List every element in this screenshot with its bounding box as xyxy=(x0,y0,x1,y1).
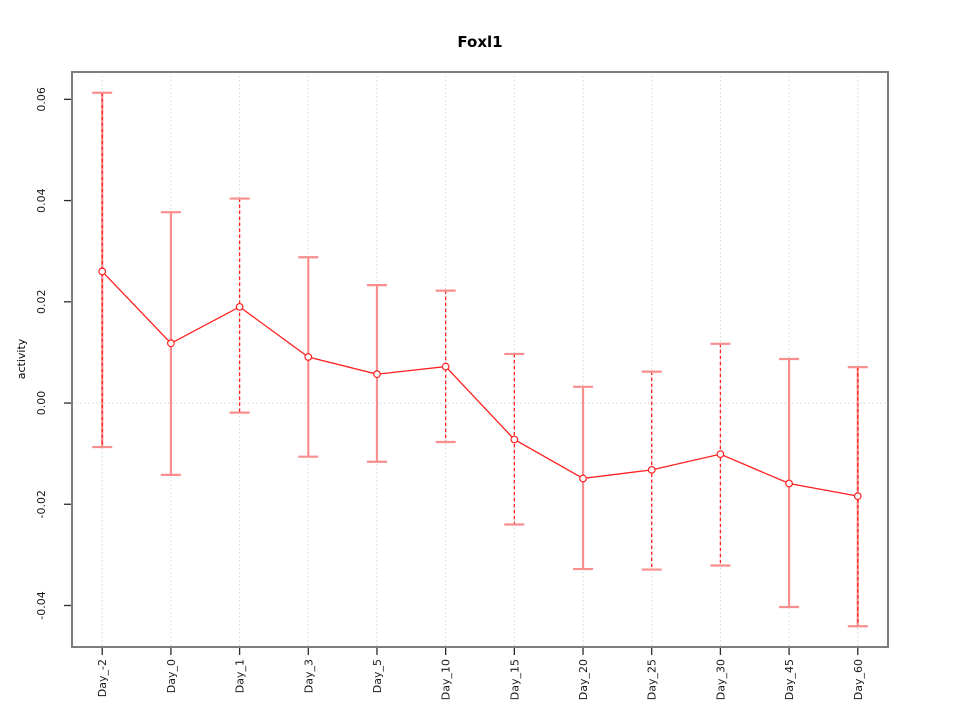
x-tick-label: Day_20 xyxy=(577,659,590,700)
y-axis: 0.06 0.04 0.02 0.00 -0.02 -0.04 xyxy=(35,87,71,620)
data-line xyxy=(101,270,858,497)
x-tick-label: Day_0 xyxy=(165,659,178,693)
data-points xyxy=(98,267,862,501)
data-point xyxy=(510,435,519,444)
y-tick-label: -0.04 xyxy=(35,591,48,619)
data-point xyxy=(98,267,107,276)
x-tick-label: Day_3 xyxy=(302,659,315,693)
x-tick-label: Day_-2 xyxy=(96,659,109,697)
data-point xyxy=(373,370,381,379)
x-tick-label: Day_60 xyxy=(852,659,865,700)
x-tick-label: Day_10 xyxy=(440,659,453,700)
data-point xyxy=(716,450,725,459)
data-point xyxy=(647,465,656,474)
y-tick-label: 0.04 xyxy=(35,188,48,213)
data-point xyxy=(304,353,313,361)
chart-title: Foxl1 xyxy=(457,33,503,51)
x-tick-label: Day_30 xyxy=(714,659,727,700)
x-tick-label: Day_45 xyxy=(783,659,796,700)
gridlines xyxy=(72,72,888,647)
data-point xyxy=(235,302,244,311)
error-bars xyxy=(92,91,868,628)
x-axis: Day_-2 Day_0 Day_1 Day_3 Day_5 Day_10 Day_15 Da… xyxy=(96,648,865,700)
x-tick-label: Day_5 xyxy=(371,659,384,693)
data-point xyxy=(441,362,450,371)
data-point xyxy=(579,474,587,483)
data-point xyxy=(853,492,862,501)
plot-border xyxy=(71,71,889,648)
data-point xyxy=(785,479,793,488)
x-tick-label: Day_1 xyxy=(234,659,247,693)
y-tick-label: 0.02 xyxy=(35,290,48,315)
x-tick-label: Day_25 xyxy=(646,659,659,700)
data-point xyxy=(167,339,175,348)
y-tick-label: 0.06 xyxy=(35,87,48,112)
series-line xyxy=(101,270,858,497)
y-tick-label: 0.00 xyxy=(35,391,48,416)
y-tick-label: -0.02 xyxy=(35,490,48,518)
x-tick-label: Day_15 xyxy=(508,659,521,700)
